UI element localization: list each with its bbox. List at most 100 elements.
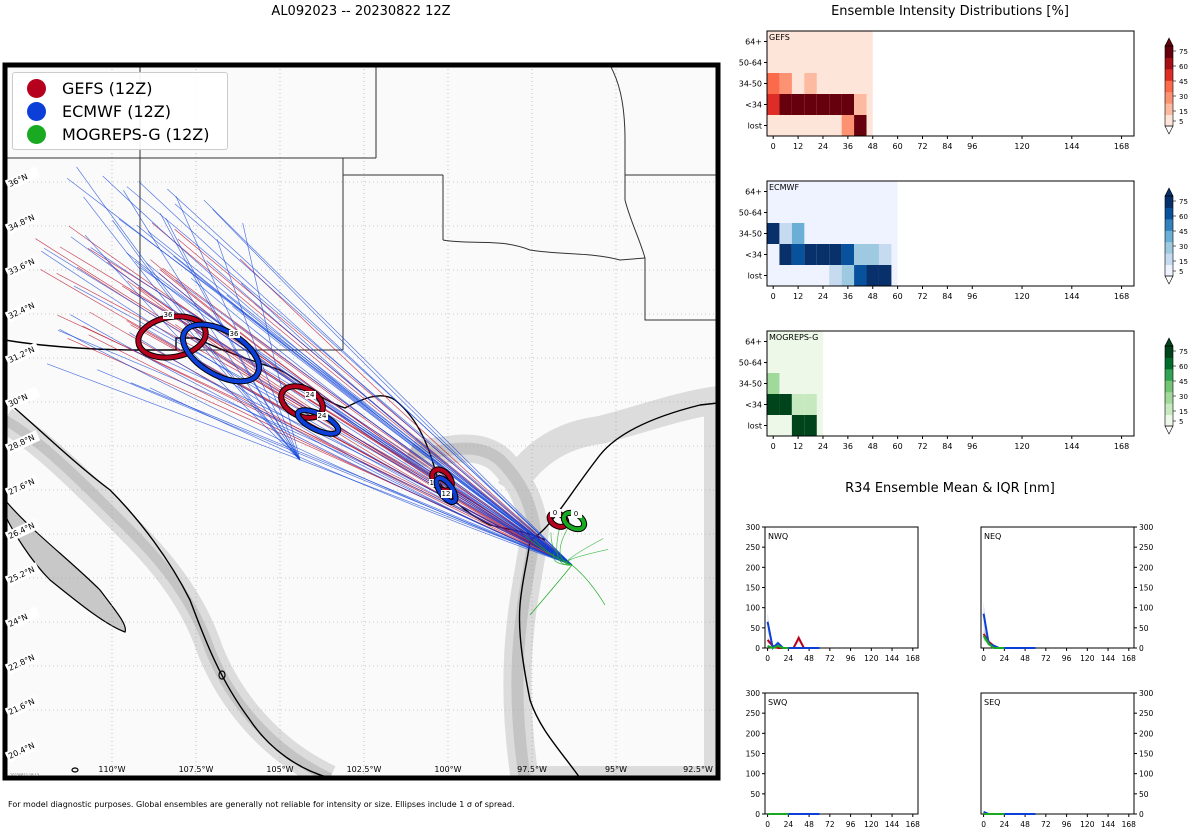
heatmap-ytick-label: 50-64 xyxy=(739,209,762,218)
ensemble-track xyxy=(43,247,573,566)
heatmap-cell xyxy=(854,265,867,286)
heatmap-xtick-label: 48 xyxy=(868,292,878,301)
lat-tick-bg xyxy=(4,342,41,367)
ellipse-label: 0 xyxy=(574,510,578,518)
heatmap-ytick-label: 34-50 xyxy=(739,380,762,389)
r34-xtick-label: 120 xyxy=(1080,820,1095,829)
r34-ytick-label: 0 xyxy=(1139,810,1144,819)
colorbar-segment xyxy=(1165,368,1173,381)
r34-ytick-label: 0 xyxy=(755,810,760,819)
lat-tick-bg xyxy=(4,606,41,631)
r34-ytick-label: 0 xyxy=(1139,644,1144,653)
heatmap-cell xyxy=(878,265,892,286)
r34-ytick-label: 50 xyxy=(1139,790,1149,799)
colorbar-segment xyxy=(1165,357,1173,370)
ensemble-track xyxy=(89,311,573,566)
heatmap-xtick-label: 84 xyxy=(942,142,952,151)
heatmap-ytick-label: 64+ xyxy=(745,188,762,197)
colorbar-segment xyxy=(1165,230,1173,243)
colorbar-tick-label: 30 xyxy=(1179,93,1188,101)
r34-xtick-label: 144 xyxy=(885,654,900,663)
colorbar-segment xyxy=(1165,380,1173,393)
r34-xtick-label: 120 xyxy=(864,654,879,663)
r34-xtick-label: 96 xyxy=(846,654,856,663)
coast-halo-inner xyxy=(407,442,542,778)
colorbar-segment xyxy=(1165,264,1173,277)
lon-tick-label: 105°W xyxy=(266,765,293,774)
colorbar-tick-label: 45 xyxy=(1179,78,1188,86)
colorbar-tick-label: 5 xyxy=(1179,268,1183,276)
r34-xtick-label: 72 xyxy=(1041,820,1051,829)
colorbar-segment xyxy=(1165,391,1173,404)
heatmap-xtick-label: 60 xyxy=(893,442,903,451)
lon-tick-labels: 110°W 107.5°W 105°W 102.5°W 100°W 97.5°W 95°W 9… xyxy=(98,765,713,774)
heatmap-xtick-label: 96 xyxy=(967,292,977,301)
ellipse-label-bg xyxy=(229,330,240,338)
heatmap-xtick-label: 24 xyxy=(818,292,828,301)
lon-tick-label: 110°W xyxy=(98,765,125,774)
r34-xtick-label: 0 xyxy=(981,654,986,663)
lon-tick-label: 95°W xyxy=(605,765,627,774)
ellipse-label: 24 xyxy=(318,412,327,420)
colorbar-segment xyxy=(1165,218,1173,231)
colorbar-segment xyxy=(1165,241,1173,254)
intensity-panel-ecmwf: ECMWF 64+ 50-64 34-50 <34 lost 0 12 24 36 48 60 72 84… xyxy=(739,180,1188,301)
colorbar-segment xyxy=(1165,91,1173,104)
island xyxy=(71,767,79,773)
r34-frame xyxy=(980,692,1135,815)
colorbar-extend-bottom xyxy=(1164,275,1174,285)
lat-tick-bg xyxy=(4,298,41,323)
r34-ytick-label: 100 xyxy=(746,604,761,613)
legend-item-mogreps: MOGREPS-G (12Z) xyxy=(21,123,209,145)
r34-mean-line-mogreps-g xyxy=(982,635,1005,649)
heatmap-xtick-label: 48 xyxy=(868,442,878,451)
r34-xtick-label: 24 xyxy=(784,654,794,663)
r34-ytick-label: 200 xyxy=(1139,729,1154,738)
ensemble-track xyxy=(123,190,301,461)
r34-panel-swq: SWQ 0 50 100 150 200 250 300 0 24 48 72 96 120 144 168 xyxy=(746,689,921,829)
island xyxy=(218,670,226,680)
r34-xtick-label: 168 xyxy=(906,654,921,663)
heatmap-xtick-label: 48 xyxy=(868,142,878,151)
colorbar-tick-label: 75 xyxy=(1179,348,1188,356)
r34-ytick-label: 250 xyxy=(1139,543,1154,552)
heatmap-cell xyxy=(804,415,817,436)
colorbar-tick-label: 15 xyxy=(1179,258,1188,266)
ellipse-label-bg xyxy=(317,412,328,420)
r34-ytick-label: 150 xyxy=(746,584,761,593)
heatmap-xtick-label: 12 xyxy=(793,442,803,451)
r34-xtick-label: 0 xyxy=(765,820,770,829)
heatmap-cell xyxy=(779,223,792,244)
r34-panel-nwq: NWQ 0 50 100 150 200 250 300 0 24 48 72 96 120 144 168 xyxy=(746,523,921,663)
r34-frame xyxy=(764,526,919,649)
map-frame xyxy=(2,62,721,781)
ensemble-track xyxy=(126,252,573,566)
r34-xtick-label: 96 xyxy=(1062,820,1072,829)
colorbar-tick-label: 75 xyxy=(1179,48,1188,56)
r34-xtick-label: 144 xyxy=(1101,820,1116,829)
ellipse-label: 12 xyxy=(442,490,451,498)
ellipse-label-bg xyxy=(571,510,582,518)
r34-frame xyxy=(980,526,1135,649)
intensity-title: Ensemble Intensity Distributions [%] xyxy=(831,4,1069,19)
ensemble-track xyxy=(529,564,606,616)
r34-xtick-label: 72 xyxy=(1041,654,1051,663)
ensemble-track xyxy=(242,223,301,461)
lat-tick-label: 19.2°N xyxy=(4,782,41,784)
r34-xtick-label: 48 xyxy=(1020,820,1030,829)
r34-title: R34 Ensemble Mean & IQR [nm] xyxy=(845,481,1055,496)
mexico-gulf-coast xyxy=(518,539,581,778)
ensemble-track xyxy=(126,186,573,566)
heatmap-ytick-label: lost xyxy=(748,422,762,431)
heatmap-xtick-label: 120 xyxy=(1014,142,1029,151)
heatmap-panel-label: ECMWF xyxy=(769,183,799,192)
lon-tick-label: 102.5°W xyxy=(347,765,382,774)
ensemble-track xyxy=(70,236,573,566)
heatmap-cell xyxy=(841,244,855,265)
r34-ytick-label: 300 xyxy=(746,523,761,532)
heatmap-xtick-label: 144 xyxy=(1064,142,1079,151)
lat-tick-bg xyxy=(4,738,41,763)
colorbar-segment xyxy=(1165,207,1173,220)
lon-tick-label: 107.5°W xyxy=(179,765,214,774)
